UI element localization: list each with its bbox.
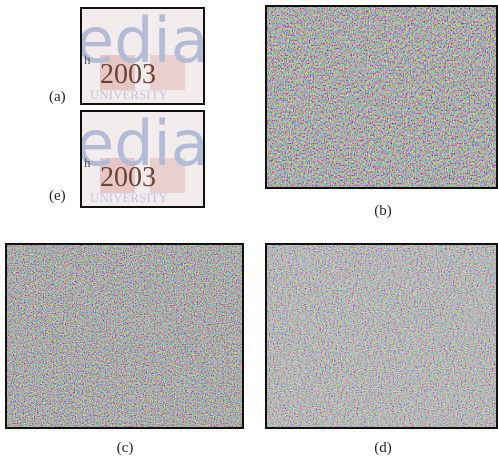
- caption: (a): [49, 89, 66, 105]
- image-text: UNIVERSITY: [90, 87, 169, 102]
- image-text: UNIVERSITY: [90, 190, 169, 205]
- image-text: h: [84, 155, 91, 170]
- encrypted-image-b: [266, 6, 498, 188]
- image-a: edia h 2003 UNIVERSITY: [76, 4, 209, 104]
- image-text: 2003: [100, 162, 156, 193]
- figure: edia h 2003 UNIVERSITY edia h 2003 UNIVE…: [0, 0, 498, 459]
- caption: (b): [374, 203, 392, 219]
- encrypted-image-d: [266, 244, 498, 428]
- caption: (c): [117, 440, 134, 456]
- image-e: edia h 2003 UNIVERSITY: [76, 107, 209, 207]
- image-text: 2003: [100, 59, 156, 90]
- image-text: h: [84, 52, 91, 67]
- caption: (e): [49, 188, 66, 204]
- encrypted-image-c: [6, 244, 243, 428]
- caption: (d): [374, 440, 392, 456]
